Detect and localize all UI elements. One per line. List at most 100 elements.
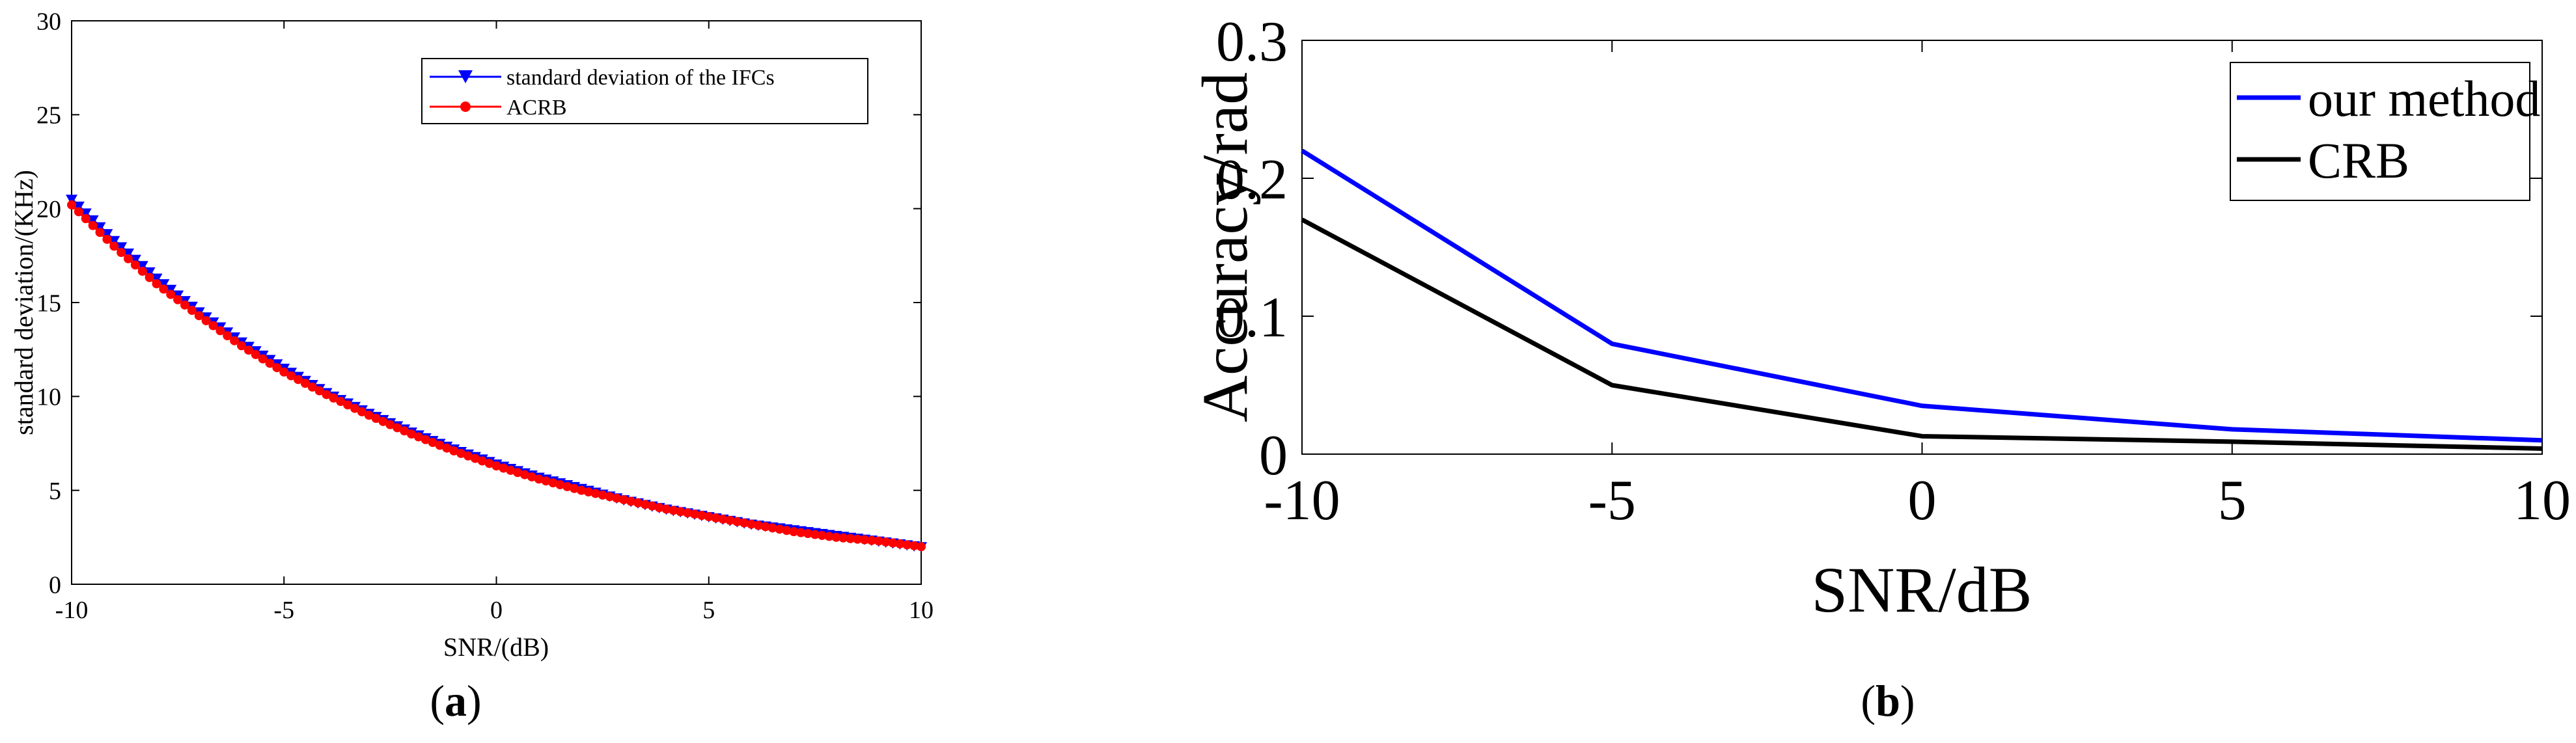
panel-a-marker-dot bbox=[74, 207, 83, 217]
panel-a-marker-dot bbox=[194, 311, 204, 321]
panel-a-legend-box bbox=[421, 58, 868, 124]
panel-a-marker-dot bbox=[506, 465, 516, 475]
panel-a-marker-dot bbox=[413, 432, 423, 442]
panel-a-marker-dot bbox=[683, 508, 693, 518]
panel-a-y-tick-label: 15 bbox=[36, 290, 61, 317]
panel-a-marker-dot bbox=[102, 234, 112, 244]
panel-a-marker-dot bbox=[279, 367, 289, 377]
panel-a-marker-dot bbox=[407, 429, 416, 439]
panel-a-x-axis-label: SNR/(dB) bbox=[443, 632, 549, 662]
panel-a-marker-dot bbox=[81, 214, 90, 224]
panel-a-marker-dot bbox=[137, 266, 147, 276]
panel-a-marker-dot bbox=[294, 375, 303, 385]
panel-a-marker-dot bbox=[314, 386, 324, 396]
panel-a-marker-dot bbox=[385, 420, 395, 429]
panel-a-marker-dot bbox=[838, 533, 848, 543]
panel-a-marker-dot bbox=[562, 481, 572, 491]
panel-a-marker-dot bbox=[520, 470, 529, 480]
panel-a-marker-dot bbox=[173, 295, 183, 304]
panel-a-marker-dot bbox=[853, 534, 863, 544]
panel-a-marker-dot bbox=[760, 522, 770, 532]
legend-label-ifcs: standard deviation of the IFCs bbox=[506, 66, 775, 90]
panel-a-marker-dot bbox=[343, 400, 353, 410]
panel-a-marker-dot bbox=[286, 371, 296, 381]
panel-a-marker-dot bbox=[180, 300, 189, 310]
panel-a-y-tick-label: 30 bbox=[36, 8, 61, 35]
panel-a-marker-dot bbox=[237, 341, 246, 351]
panel-a-marker-dot bbox=[810, 530, 820, 539]
panel-a-marker-dot bbox=[605, 492, 615, 502]
panel-a-marker-dot bbox=[740, 518, 749, 528]
panel-a-y-axis-label: standard deviation/(KHz) bbox=[9, 170, 38, 435]
panel-a-marker-dot bbox=[484, 459, 494, 468]
panel-a-x-tick-label: -5 bbox=[273, 597, 294, 624]
panel-a-marker-dot bbox=[647, 501, 657, 511]
panel-a-marker-dot bbox=[230, 336, 240, 345]
panel-a-marker-dot bbox=[145, 273, 154, 282]
panel-a-marker-dot bbox=[577, 485, 586, 495]
panel-a-marker-dot bbox=[640, 500, 650, 509]
panel-a-marker-dot bbox=[747, 519, 756, 529]
panel-a-marker-dot bbox=[570, 483, 579, 493]
panel-a-marker-dot bbox=[555, 480, 565, 490]
panel-a-marker-dot bbox=[866, 535, 876, 545]
legend-label-our-method: our method bbox=[2308, 70, 2540, 127]
panel-a-marker-dot bbox=[548, 478, 558, 488]
panel-a-marker-dot bbox=[881, 537, 891, 547]
panel-a-y-tick-label: 0 bbox=[49, 571, 61, 599]
panel-a-marker-dot bbox=[768, 523, 777, 533]
panel-a-marker-dot bbox=[661, 504, 671, 514]
panel-a-marker-dot bbox=[583, 487, 593, 497]
panel-a-series bbox=[66, 195, 927, 553]
panel-a-marker-dot bbox=[846, 534, 855, 543]
panel-b-y-tick-label: 0.1 bbox=[1216, 286, 1288, 349]
panel-a-marker-dot bbox=[336, 397, 346, 407]
panel-a-marker-dot bbox=[159, 284, 169, 294]
panel-b-series-line-0 bbox=[1301, 148, 2543, 443]
panel-a-marker-dot bbox=[442, 443, 452, 453]
panel-a-marker-dot bbox=[860, 535, 869, 545]
panel-a-marker-dot bbox=[243, 345, 253, 355]
panel-a-marker-dot bbox=[917, 542, 926, 552]
panel-a-marker-dot bbox=[329, 393, 339, 403]
panel-a-marker-dot bbox=[888, 538, 898, 548]
panel-a-caption: (a) bbox=[430, 676, 481, 725]
panel-a-marker-dot bbox=[590, 489, 600, 498]
panel-a-marker-dot bbox=[824, 532, 834, 541]
panel-a-marker-dot bbox=[265, 358, 275, 368]
panel-a-marker-dot bbox=[251, 349, 260, 359]
panel-a-marker-dot bbox=[215, 326, 225, 336]
panel-a-marker-dot bbox=[633, 498, 643, 507]
panel-a-marker-dot bbox=[378, 416, 388, 426]
panel-a-marker-dot bbox=[895, 539, 905, 548]
panel-a-marker-dot bbox=[704, 512, 713, 522]
panel-a-marker-dot bbox=[654, 503, 664, 513]
panel-a-marker-dot bbox=[272, 363, 282, 373]
legend-label-acrb: ACRB bbox=[506, 96, 567, 120]
panel-a-marker-dot bbox=[612, 493, 622, 503]
panel-a-marker-dot bbox=[449, 446, 459, 456]
panel-a-marker-dot bbox=[775, 524, 784, 534]
panel-a-x-tick-label: 10 bbox=[909, 597, 934, 624]
panel-a-y-tick-label: 25 bbox=[36, 102, 61, 129]
panel-a-marker-dot bbox=[364, 411, 374, 420]
panel-a-marker-dot bbox=[527, 472, 536, 481]
panel-a-marker-dot bbox=[470, 453, 480, 463]
panel-a-marker-dot bbox=[789, 527, 799, 537]
panel-a-marker-dot bbox=[187, 306, 197, 316]
panel-b-x-tick-label: 10 bbox=[2514, 469, 2571, 532]
panel-a-marker-dot bbox=[400, 426, 409, 436]
panel-a-marker-dot bbox=[152, 279, 161, 289]
panel-a-marker-dot bbox=[258, 354, 268, 364]
panel-a-marker-dot bbox=[690, 509, 699, 519]
panel-a-marker-dot bbox=[166, 290, 176, 299]
panel-b-x-axis-label: SNR/dB bbox=[1811, 554, 2032, 626]
panel-a-marker-dot bbox=[598, 490, 607, 500]
legend-label-crb: CRB bbox=[2308, 132, 2409, 189]
panel-a-marker-dot bbox=[428, 438, 437, 448]
panel-a-y-tick-label: 5 bbox=[49, 478, 61, 505]
panel-a-marker-dot bbox=[676, 507, 686, 517]
panel-a-marker-dot bbox=[223, 331, 232, 340]
panel-a-chart: -10 -5 0 5 10 0 5 10 15 20 25 30 SNR/(dB) standard … bbox=[9, 8, 934, 725]
